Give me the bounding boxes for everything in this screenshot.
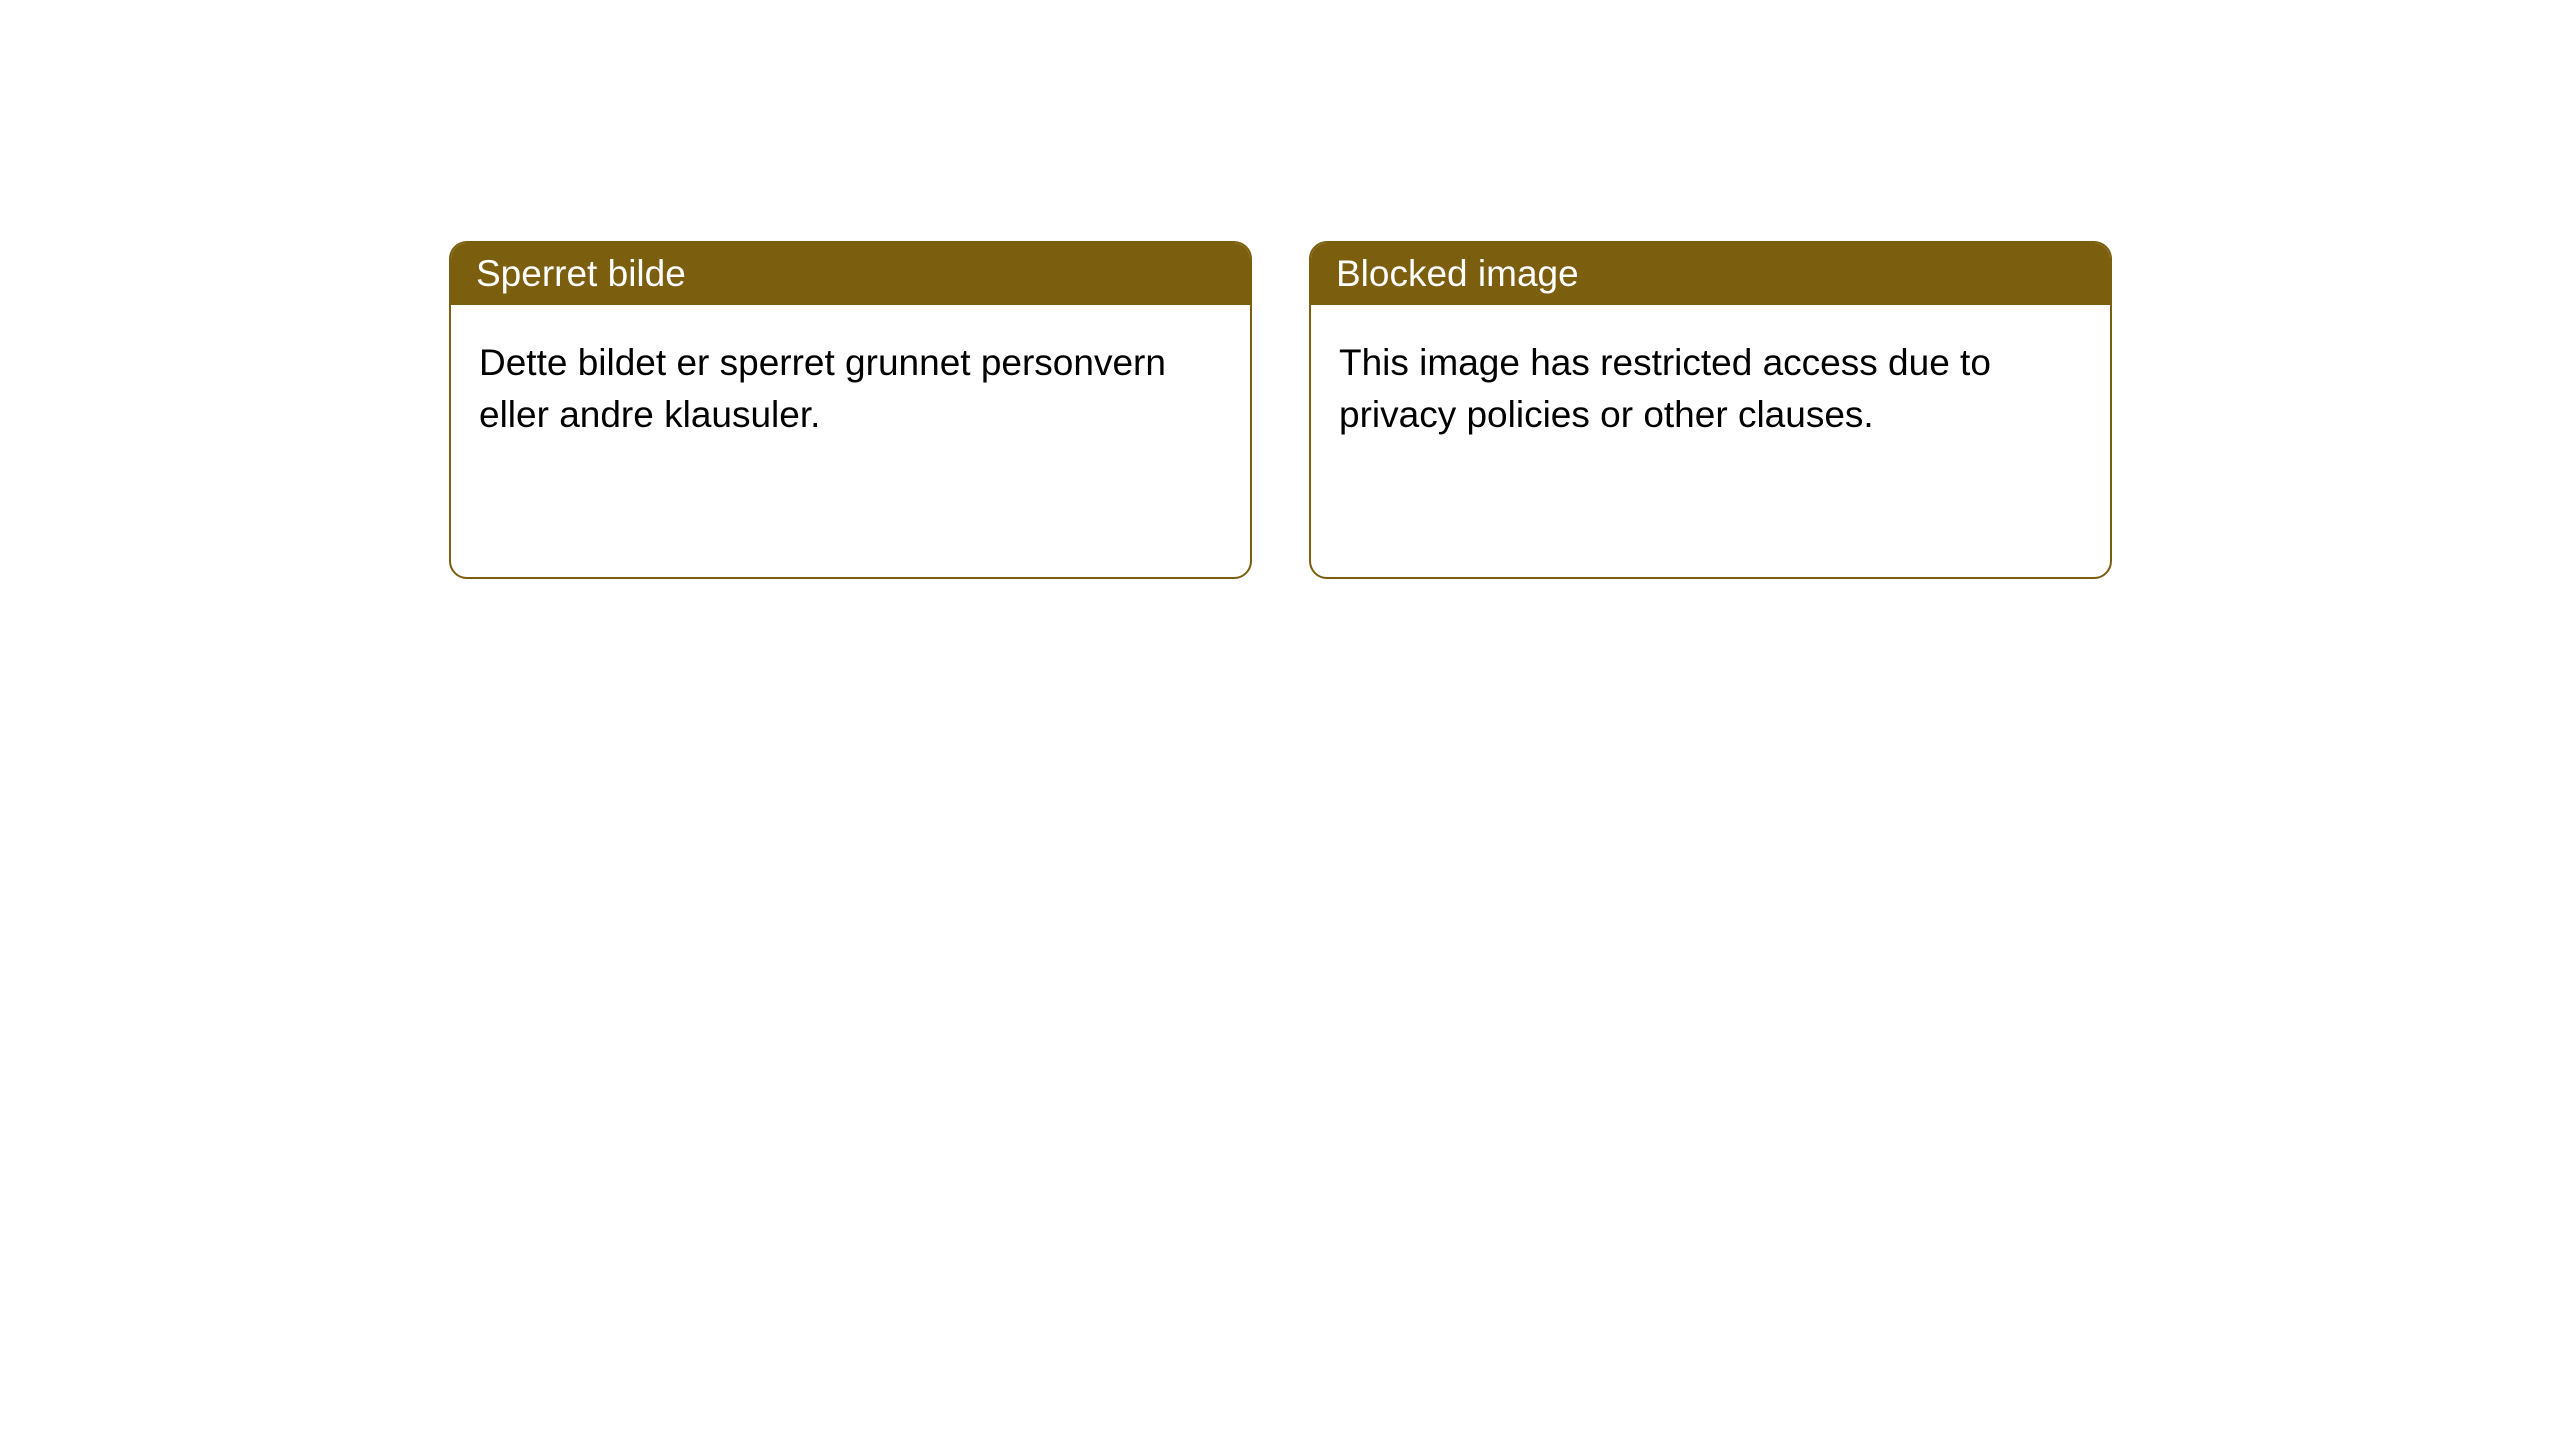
notice-header-norwegian: Sperret bilde — [451, 243, 1250, 305]
notice-card-english: Blocked image This image has restricted … — [1309, 241, 2112, 579]
notice-header-english: Blocked image — [1311, 243, 2110, 305]
notice-body-norwegian: Dette bildet er sperret grunnet personve… — [451, 305, 1250, 473]
notice-card-norwegian: Sperret bilde Dette bildet er sperret gr… — [449, 241, 1252, 579]
notice-container: Sperret bilde Dette bildet er sperret gr… — [449, 241, 2112, 579]
notice-body-english: This image has restricted access due to … — [1311, 305, 2110, 473]
